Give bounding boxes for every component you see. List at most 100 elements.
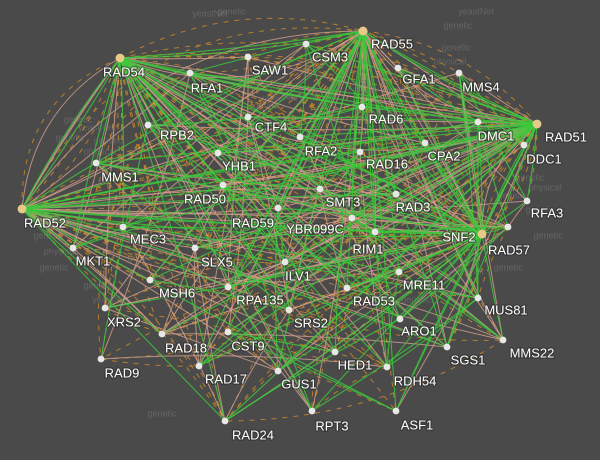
node-label-rpb2[interactable]: RPB2	[159, 126, 195, 143]
graph-node-ddc1[interactable]	[520, 141, 528, 149]
graph-node-msh6[interactable]	[146, 276, 154, 284]
node-label-aro1[interactable]: ARO1	[400, 322, 438, 339]
node-label-rad53[interactable]: RAD53	[352, 292, 396, 309]
graph-node-rad50[interactable]	[219, 181, 227, 189]
node-label-rad57[interactable]: RAD57	[487, 241, 531, 258]
node-label-ddc1[interactable]: DDC1	[525, 150, 563, 167]
node-label-rpa135[interactable]: RPA135	[235, 291, 285, 308]
graph-node-csm3[interactable]	[302, 40, 310, 48]
node-label-rad50[interactable]: RAD50	[183, 190, 227, 207]
graph-node-rfa2[interactable]	[296, 133, 304, 141]
graph-node-rpt3[interactable]	[308, 407, 316, 415]
graph-node-rfa1[interactable]	[186, 69, 194, 77]
node-label-cst9[interactable]: CST9	[230, 337, 266, 354]
graph-node-mus81[interactable]	[474, 294, 482, 302]
graph-node-ilv1[interactable]	[281, 258, 289, 266]
node-label-saw1[interactable]: SAW1	[251, 61, 290, 78]
graph-node-smt3[interactable]	[316, 185, 324, 193]
graph-node-rad17[interactable]	[195, 362, 203, 370]
node-label-rdh54[interactable]: RDH54	[392, 372, 437, 389]
node-label-gfa1[interactable]: GFA1	[401, 70, 437, 87]
graph-node-rad16[interactable]	[356, 148, 364, 156]
graph-node-rad53[interactable]	[343, 284, 351, 292]
graph-node-rad6[interactable]	[358, 103, 366, 111]
node-label-mms4[interactable]: MMS4	[461, 78, 501, 95]
node-label-rad18[interactable]: RAD18	[164, 339, 208, 356]
graph-node-sgs1[interactable]	[443, 343, 451, 351]
graph-node-rad3[interactable]	[392, 190, 400, 198]
graph-node-rad59[interactable]	[274, 204, 282, 212]
node-label-mre11[interactable]: MRE11	[402, 276, 447, 293]
node-label-ilv1[interactable]: ILV1	[284, 267, 312, 284]
node-label-rfa2[interactable]: RFA2	[304, 142, 339, 159]
graph-node-ybr099c[interactable]	[348, 214, 356, 222]
graph-node-snf2[interactable]	[477, 229, 487, 239]
graph-node-rdh54[interactable]	[383, 363, 391, 371]
graph-node-mms1[interactable]	[92, 159, 100, 167]
graph-node-mec3[interactable]	[119, 223, 127, 231]
graph-node-mms22[interactable]	[499, 336, 507, 344]
graph-node-cpa2[interactable]	[421, 139, 429, 147]
graph-node-hed1[interactable]	[331, 348, 339, 356]
node-label-mus81[interactable]: MUS81	[483, 301, 529, 318]
graph-node-rad18[interactable]	[158, 330, 166, 338]
graph-node-rad55[interactable]	[358, 26, 368, 36]
node-label-rfa3[interactable]: RFA3	[530, 204, 565, 221]
node-label-hed1[interactable]: HED1	[336, 356, 373, 373]
node-label-rfa1[interactable]: RFA1	[190, 79, 225, 96]
graph-node-rfa3[interactable]	[523, 197, 531, 205]
node-label-srs2[interactable]: SRS2	[293, 314, 329, 331]
graph-node-rpa135[interactable]	[224, 283, 232, 291]
node-label-rad55[interactable]: RAD55	[370, 35, 414, 52]
node-label-slx5[interactable]: SLX5	[200, 253, 234, 270]
node-label-ctf4[interactable]: CTF4	[254, 118, 289, 135]
graph-node-rad9[interactable]	[97, 355, 105, 363]
graph-node-rad51[interactable]	[532, 119, 542, 129]
graph-node-rad57[interactable]	[504, 223, 512, 231]
graph-node-aro1[interactable]	[396, 315, 404, 323]
node-label-asf1[interactable]: ASF1	[400, 416, 435, 433]
node-label-mkt1[interactable]: MKT1	[74, 252, 111, 269]
node-label-rad52[interactable]: RAD52	[23, 214, 67, 231]
node-label-yhb1[interactable]: YHB1	[221, 157, 257, 174]
node-label-rad6[interactable]: RAD6	[367, 110, 404, 127]
node-label-rad51[interactable]: RAD51	[544, 128, 588, 145]
node-label-msh6[interactable]: MSH6	[158, 284, 197, 301]
graph-node-yhb1[interactable]	[214, 149, 222, 157]
graph-node-dmc1[interactable]	[474, 118, 482, 126]
node-label-sgs1[interactable]: SGS1	[449, 351, 486, 368]
graph-node-gfa1[interactable]	[394, 64, 402, 72]
node-label-cpa2[interactable]: CPA2	[426, 147, 461, 164]
graph-node-saw1[interactable]	[244, 53, 252, 61]
node-label-xrs2[interactable]: XRS2	[106, 313, 142, 330]
node-label-rad24[interactable]: RAD24	[231, 426, 275, 443]
node-label-csm3[interactable]: CSM3	[311, 48, 350, 65]
graph-node-rpb2[interactable]	[144, 121, 152, 129]
graph-node-rad54[interactable]	[115, 53, 125, 63]
graph-node-rad52[interactable]	[17, 204, 27, 214]
graph-node-rad24[interactable]	[221, 417, 229, 425]
node-label-rad59[interactable]: RAD59	[231, 214, 275, 231]
graph-node-cst9[interactable]	[224, 328, 232, 336]
node-label-mms22[interactable]: MMS22	[508, 344, 555, 361]
node-label-rad54[interactable]: RAD54	[102, 63, 146, 80]
node-label-mms1[interactable]: MMS1	[100, 168, 140, 185]
graph-node-mms4[interactable]	[455, 69, 463, 77]
node-label-dmc1[interactable]: DMC1	[476, 127, 515, 144]
node-label-smt3[interactable]: SMT3	[324, 193, 361, 210]
node-label-ybr099c[interactable]: YBR099C	[285, 220, 345, 237]
node-label-rad16[interactable]: RAD16	[365, 155, 409, 172]
node-label-rad17[interactable]: RAD17	[204, 370, 248, 387]
node-label-rad9[interactable]: RAD9	[103, 364, 140, 381]
node-label-mec3[interactable]: MEC3	[129, 230, 168, 247]
node-label-snf2[interactable]: SNF2	[441, 228, 477, 245]
node-label-rad3[interactable]: RAD3	[394, 198, 431, 215]
graph-node-srs2[interactable]	[285, 306, 293, 314]
graph-node-ctf4[interactable]	[244, 113, 252, 121]
node-label-rim1[interactable]: RIM1	[351, 240, 384, 257]
graph-node-mkt1[interactable]	[69, 244, 77, 252]
node-label-gus1[interactable]: GUS1	[280, 375, 318, 392]
graph-node-rim1[interactable]	[371, 228, 379, 236]
graph-node-gus1[interactable]	[274, 367, 282, 375]
node-label-rpt3[interactable]: RPT3	[314, 417, 350, 434]
